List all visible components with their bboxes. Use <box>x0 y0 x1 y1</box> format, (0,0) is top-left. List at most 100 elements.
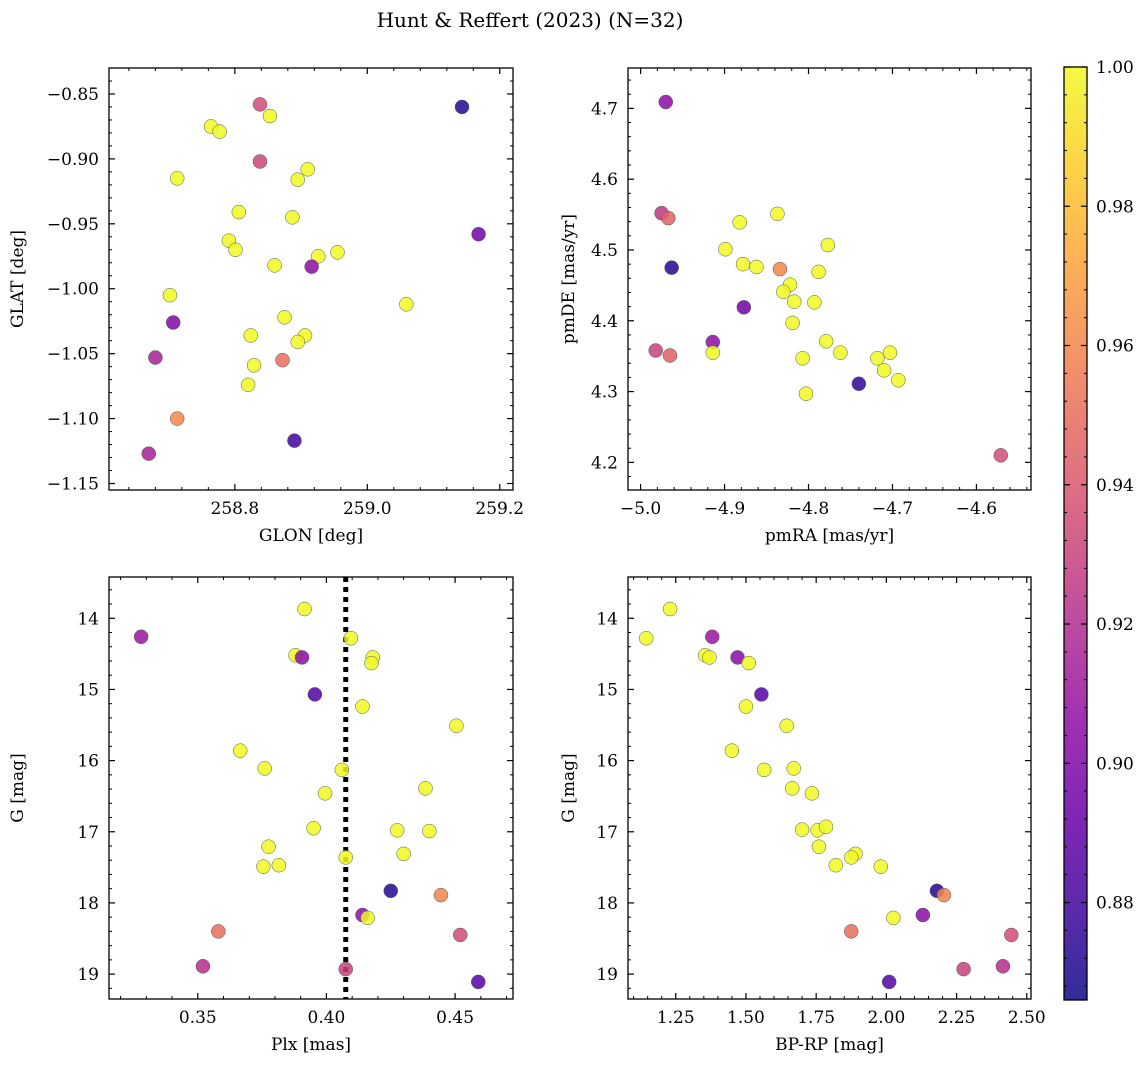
data-point <box>452 927 468 943</box>
x-tick-label: 0.45 <box>436 1008 474 1028</box>
axes-frame <box>627 67 1032 491</box>
data-point <box>662 348 678 363</box>
data-point <box>798 386 814 401</box>
data-point <box>786 294 802 309</box>
colorbar-tick-label: 0.94 <box>1096 476 1134 496</box>
data-point <box>454 99 470 115</box>
data-point <box>169 411 185 426</box>
data-point <box>873 859 889 874</box>
data-point <box>770 206 785 222</box>
data-point <box>795 351 810 366</box>
colorbar: 0.88 0.90 0.92 0.94 0.96 0.98 1.00 <box>1063 58 1134 1001</box>
data-point <box>343 630 359 646</box>
data-point <box>718 242 733 257</box>
data-point <box>297 601 312 617</box>
data-point <box>360 910 375 926</box>
y-tick-label: 14 <box>596 609 618 629</box>
data-point <box>662 601 678 617</box>
figure-title: Hunt & Reffert (2023) (N=32) <box>377 8 684 32</box>
data-point <box>399 297 414 312</box>
x-axis-label: pmRA [mas/yr] <box>765 526 894 546</box>
data-point <box>882 345 898 360</box>
data-point <box>785 781 800 796</box>
panels: 258.8 259.0 259.2 −1.15 −1.10 −1.05 −1.00 −0.95… <box>8 67 1046 1055</box>
y-axis-label: G [mag] <box>8 753 28 822</box>
x-tick-label: 2.50 <box>1008 1008 1046 1028</box>
data-point <box>993 448 1009 463</box>
data-point <box>811 839 827 854</box>
y-tick-label: −1.15 <box>47 475 99 495</box>
colorbar-frame <box>1063 66 1088 1001</box>
data-point <box>639 630 654 646</box>
data-point <box>228 242 243 258</box>
colorbar-tick-label: 1.00 <box>1096 58 1134 78</box>
data-point <box>262 108 278 124</box>
data-point <box>383 883 399 899</box>
colorbar-tick-label: 0.92 <box>1096 615 1134 635</box>
data-point <box>741 655 757 671</box>
data-point <box>449 718 464 733</box>
data-point <box>317 786 333 801</box>
y-tick-label: 14 <box>77 609 99 629</box>
panel-4: 1.25 1.50 1.75 2.00 2.25 2.50 14 15 16 17 18 19 BP-R… <box>559 576 1046 1055</box>
data-point <box>267 258 282 273</box>
data-point <box>252 154 268 169</box>
data-point <box>277 310 292 325</box>
scatter-points <box>648 94 1009 463</box>
data-point <box>271 857 287 873</box>
data-point <box>306 820 321 836</box>
data-point <box>300 162 315 177</box>
y-tick-label: 4.2 <box>591 453 618 473</box>
data-point <box>257 761 272 776</box>
y-tick-label: 17 <box>77 823 99 843</box>
data-point <box>870 351 885 366</box>
y-axis-label: pmDE [mas/yr] <box>559 214 579 344</box>
data-point <box>294 650 310 665</box>
data-point <box>211 924 226 939</box>
data-point <box>338 850 353 865</box>
colorbar-tick-label: 0.88 <box>1096 894 1134 914</box>
y-axis-label: G [mag] <box>559 753 579 822</box>
data-point <box>818 819 834 835</box>
x-axis-label: GLON [deg] <box>259 526 363 546</box>
y-tick-label: 18 <box>596 894 618 914</box>
scatter-points <box>639 601 1019 990</box>
y-tick-label: −0.95 <box>47 215 99 235</box>
x-tick-label: 1.50 <box>727 1008 765 1028</box>
data-point <box>732 215 747 230</box>
data-point <box>705 345 721 360</box>
data-point <box>776 284 791 299</box>
y-tick-label: 4.3 <box>591 383 618 403</box>
data-point <box>389 823 405 838</box>
data-point <box>275 352 290 368</box>
x-tick-label: −5.0 <box>620 499 661 519</box>
x-tick-label: 2.25 <box>938 1008 976 1028</box>
y-tick-label: 4.4 <box>591 312 618 332</box>
y-tick-label: 16 <box>77 752 99 772</box>
data-point <box>794 822 810 837</box>
data-point <box>141 446 156 461</box>
data-point <box>148 350 163 365</box>
x-tick-label: 0.35 <box>179 1008 217 1028</box>
data-point <box>891 373 906 388</box>
data-point <box>162 287 178 303</box>
data-point <box>936 887 952 903</box>
data-point <box>658 94 674 110</box>
data-point <box>828 857 844 873</box>
y-tick-label: 18 <box>77 894 99 914</box>
scatter-points <box>133 601 486 990</box>
data-point <box>886 910 901 926</box>
data-point <box>756 762 772 778</box>
data-point <box>243 328 258 343</box>
y-axis-label: GLAT [deg] <box>8 230 28 328</box>
scatter-points <box>141 97 486 461</box>
data-point <box>240 377 256 393</box>
y-tick-label: −0.90 <box>47 150 99 170</box>
data-point <box>285 210 300 225</box>
y-tick-label: 16 <box>596 752 618 772</box>
data-point <box>169 171 185 186</box>
data-point <box>290 334 306 350</box>
y-tick-label: 4.6 <box>591 170 618 190</box>
data-point <box>165 315 181 330</box>
